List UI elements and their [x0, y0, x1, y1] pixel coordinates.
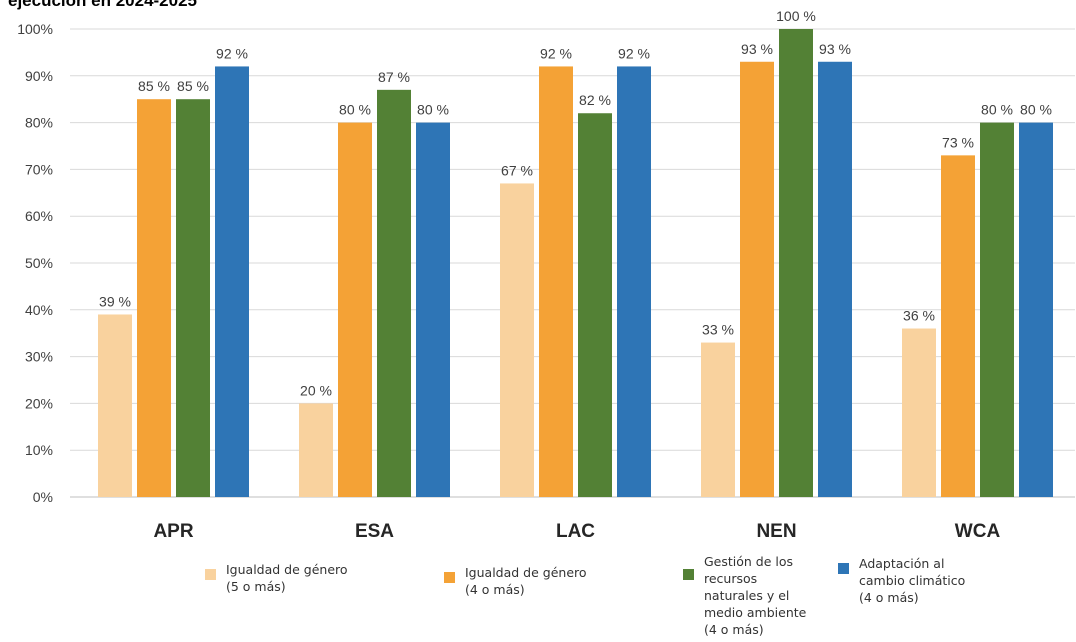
legend-swatch-3: [683, 569, 694, 580]
y-axis-tick-labels: 0% 10% 20% 30% 40% 50% 60% 70% 80% 90% 100%: [17, 21, 53, 505]
legend-swatch-4: [838, 563, 849, 574]
bar-nen-series-4: [818, 61, 852, 497]
y-tick-label: 80%: [25, 115, 53, 131]
y-tick-label: 50%: [25, 255, 53, 271]
bar-wca-series-2: [941, 155, 975, 498]
data-label: 80 %: [1020, 102, 1052, 118]
bar-wca-series-3: [980, 122, 1014, 497]
legend-label-2: Igualdad de género (4 o más): [465, 565, 587, 597]
category-label-wca: WCA: [955, 521, 1001, 542]
bar-wca-series-1: [902, 328, 936, 497]
category-label-nen: NEN: [756, 521, 796, 542]
category-label-lac: LAC: [556, 521, 595, 542]
data-label: 67 %: [501, 162, 533, 178]
legend-item-1: Igualdad de género (5 o más): [205, 561, 348, 595]
bar-nen-series-1: [701, 342, 735, 497]
category-labels: APR ESA LAC NEN WCA: [153, 521, 1000, 542]
data-label: 85 %: [138, 78, 170, 94]
data-label: 92 %: [540, 45, 572, 61]
bar-apr-series-4: [215, 66, 249, 497]
y-tick-label: 40%: [25, 302, 53, 318]
y-tick-label: 60%: [25, 208, 53, 224]
data-label: 80 %: [417, 102, 449, 118]
bar-wca-series-4: [1019, 122, 1053, 497]
data-label: 80 %: [339, 102, 371, 118]
data-label: 82 %: [579, 92, 611, 108]
legend-label-3: Gestión de los recursos naturales y el m…: [704, 554, 807, 637]
data-label: 93 %: [741, 41, 773, 57]
data-label: 33 %: [702, 322, 734, 338]
data-label: 36 %: [903, 308, 935, 324]
data-labels: 39 % 85 % 85 % 92 % 20 % 80 % 87 % 80 % 67 % 92 %…: [99, 8, 1052, 398]
legend-label-4: Adaptación al cambio climático (4 o más): [859, 556, 966, 605]
y-tick-label: 0%: [33, 489, 53, 505]
y-tick-label: 90%: [25, 68, 53, 84]
data-label: 92 %: [216, 45, 248, 61]
data-label: 92 %: [618, 45, 650, 61]
bar-apr-series-3: [176, 99, 210, 497]
bar-lac-series-2: [539, 66, 573, 497]
y-tick-label: 20%: [25, 395, 53, 411]
legend-item-2: Igualdad de género (4 o más): [444, 564, 587, 598]
bar-nen-series-2: [740, 61, 774, 497]
legend-swatch-1: [205, 569, 216, 580]
y-tick-label: 30%: [25, 349, 53, 365]
bar-apr-series-2: [137, 99, 171, 497]
bar-esa-series-3: [377, 89, 411, 497]
bar-esa-series-2: [338, 122, 372, 497]
bar-lac-series-1: [500, 183, 534, 497]
bars: [98, 29, 1053, 498]
data-label: 93 %: [819, 41, 851, 57]
data-label: 87 %: [378, 69, 410, 85]
bar-nen-series-3: [779, 29, 813, 497]
data-label: 85 %: [177, 78, 209, 94]
category-label-apr: APR: [153, 521, 193, 542]
data-label: 20 %: [300, 382, 332, 398]
data-label: 39 %: [99, 293, 131, 309]
bar-chart: 0% 10% 20% 30% 40% 50% 60% 70% 80% 90% 100% 39 % 85…: [17, 8, 1075, 542]
data-label: 73 %: [942, 134, 974, 150]
bar-lac-series-4: [617, 66, 651, 497]
category-label-esa: ESA: [355, 521, 394, 542]
legend: Igualdad de género (5 o más) Igualdad de…: [0, 554, 1076, 642]
data-label: 80 %: [981, 102, 1013, 118]
legend-label-1: Igualdad de género (5 o más): [226, 562, 348, 594]
bar-esa-series-4: [416, 122, 450, 497]
legend-item-3: Gestión de los recursos naturales y el m…: [683, 553, 806, 638]
chart-title: ejecución en 2024-2025: [8, 0, 198, 10]
legend-swatch-2: [444, 572, 455, 583]
bar-esa-series-1: [299, 403, 333, 497]
y-tick-label: 100%: [17, 21, 53, 37]
data-label: 100 %: [776, 8, 816, 24]
y-tick-label: 10%: [25, 442, 53, 458]
y-tick-label: 70%: [25, 161, 53, 177]
legend-item-4: Adaptación al cambio climático (4 o más): [838, 555, 965, 606]
bar-lac-series-3: [578, 113, 612, 498]
bar-apr-series-1: [98, 314, 132, 497]
